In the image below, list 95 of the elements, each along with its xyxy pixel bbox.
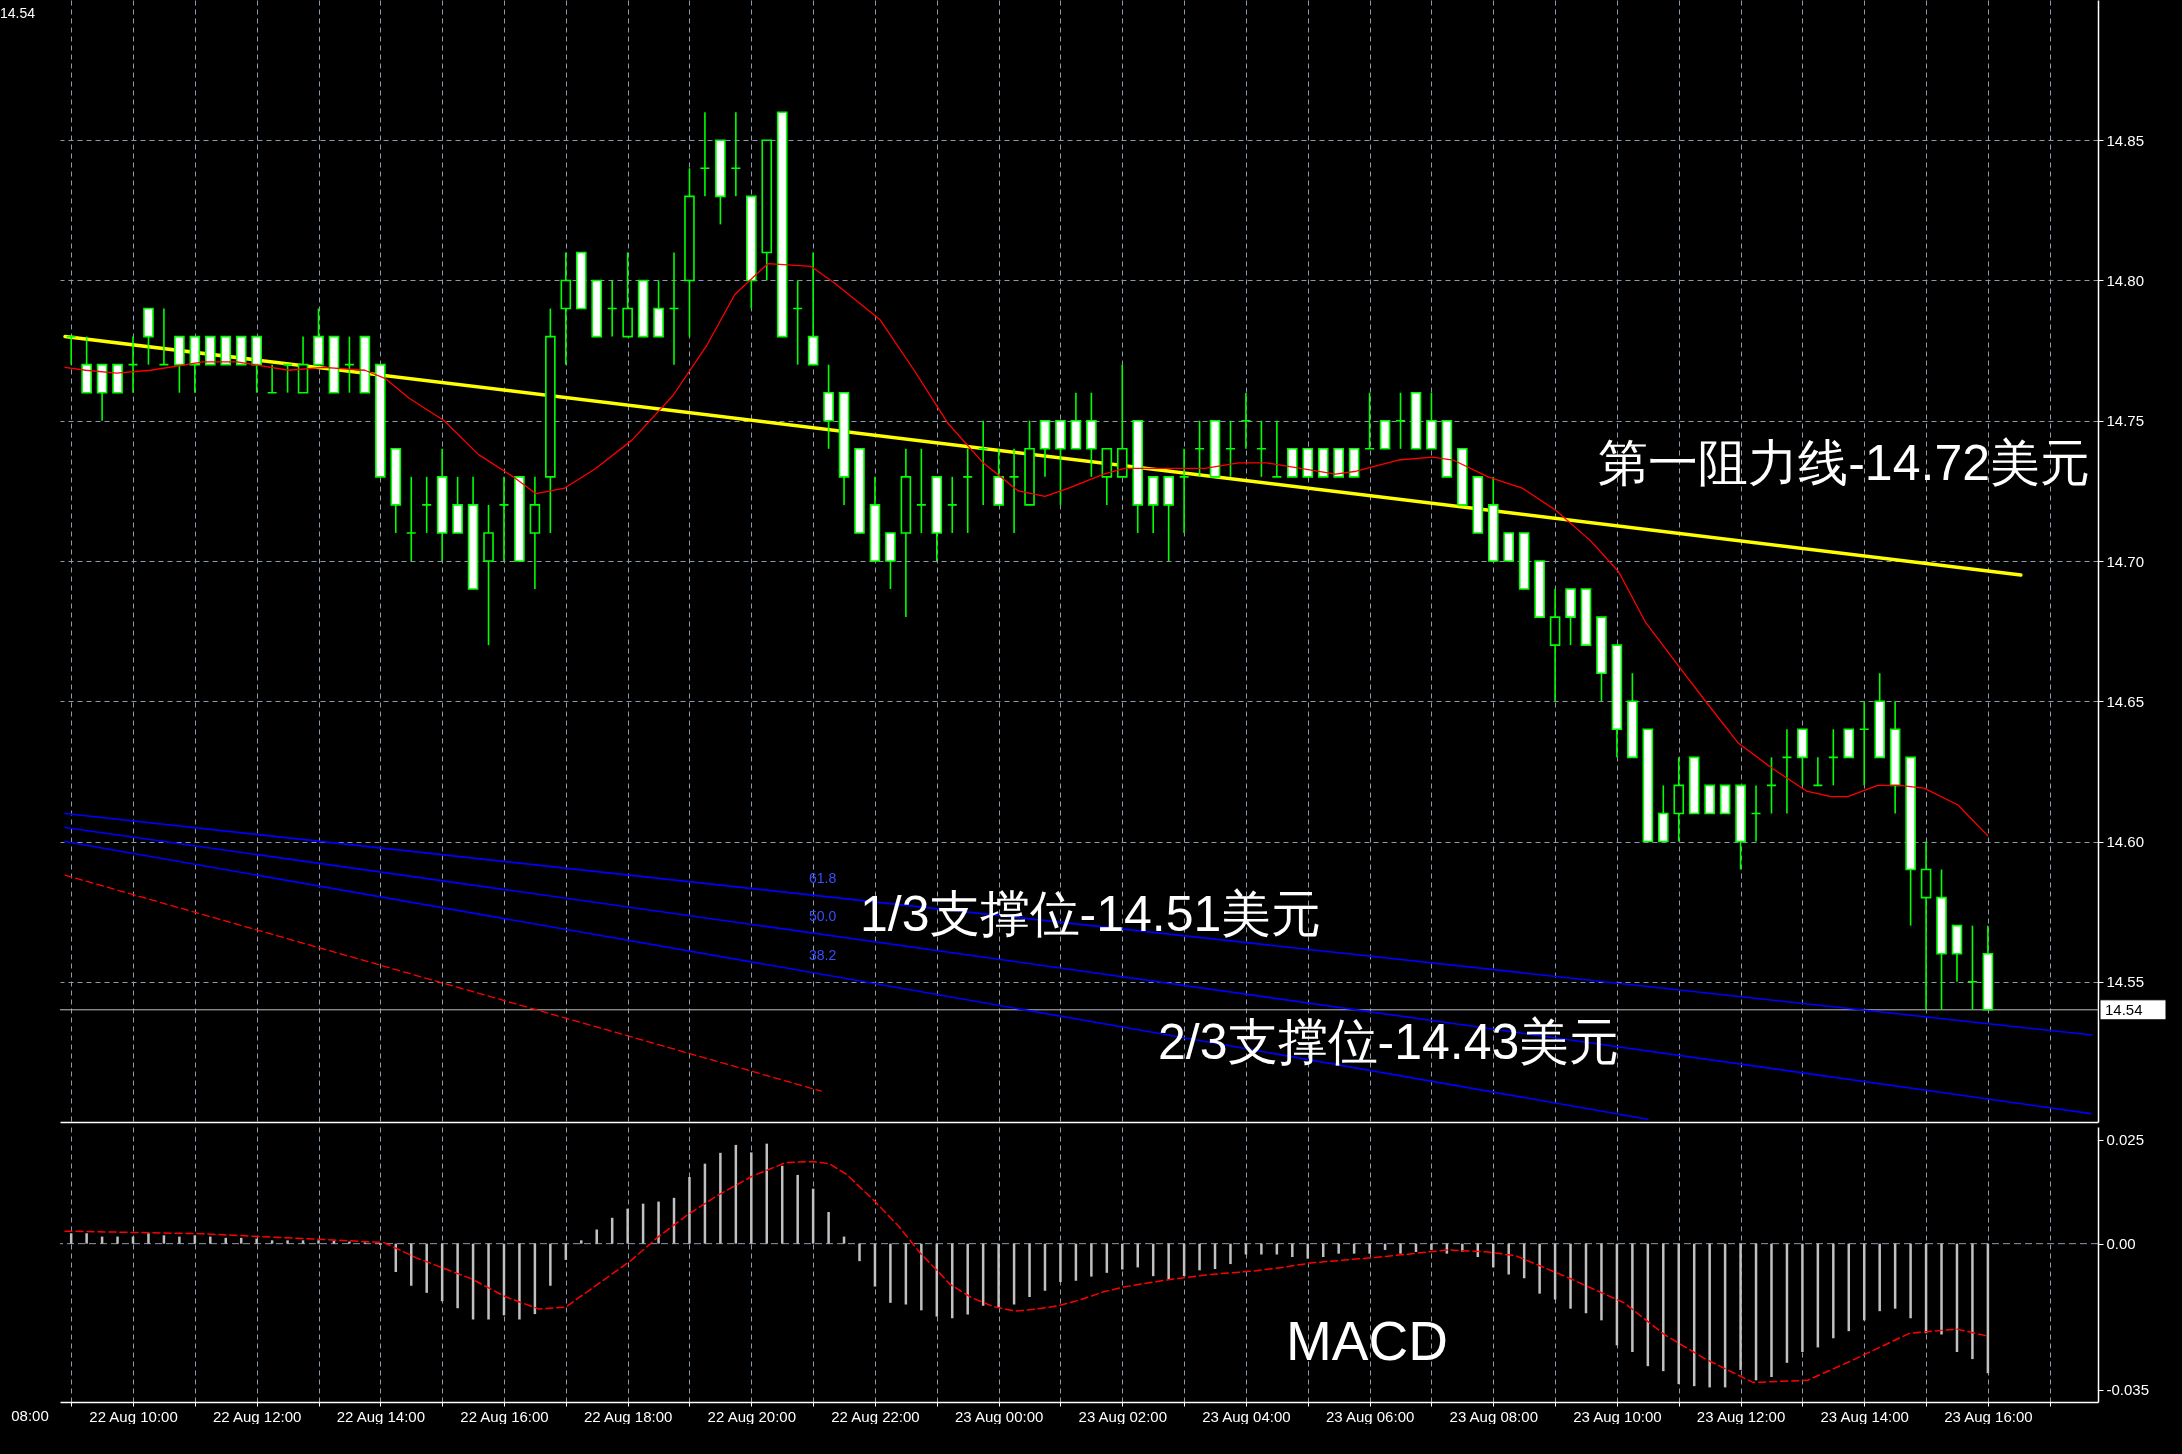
bar	[1770, 1243, 1773, 1377]
text: 08:00	[11, 1407, 49, 1424]
bar	[456, 1243, 459, 1309]
y-tick-label: 14.60	[2106, 833, 2145, 850]
bar	[1059, 1243, 1062, 1282]
bar	[951, 1243, 954, 1319]
bar	[116, 1236, 119, 1244]
y-tick-label: 14.65	[2106, 692, 2145, 710]
y-tick-label: 14.85	[2106, 131, 2145, 149]
bar	[1121, 1243, 1124, 1270]
ref-line-label: 14.54	[2105, 1000, 2143, 1018]
bar	[1028, 1243, 1031, 1297]
bar	[1940, 1243, 1943, 1335]
bar	[1569, 1243, 1572, 1309]
x-tick-label: 23 Aug 02:00	[1078, 1407, 1167, 1425]
bar	[997, 1243, 1000, 1308]
y-tick-label: 0.00	[2106, 1235, 2136, 1253]
bar	[1631, 1243, 1634, 1352]
y-tick-label: 14.70	[2106, 552, 2145, 570]
bar	[966, 1243, 969, 1315]
bar	[1260, 1243, 1263, 1255]
bar	[317, 1240, 320, 1244]
x-tick-label: 22 Aug 12:00	[212, 1407, 302, 1425]
bar	[920, 1243, 923, 1311]
annotation: MACD	[1286, 1310, 1448, 1372]
y-tick-label: -0.035	[2106, 1381, 2150, 1398]
bar	[1538, 1243, 1541, 1294]
bar	[1198, 1243, 1201, 1271]
bar	[1600, 1243, 1603, 1321]
bar	[626, 1208, 629, 1244]
x-tick-label: 22 Aug 18:00	[583, 1407, 673, 1425]
bar	[719, 1152, 722, 1244]
x-tick-label: 23 Aug 14:00	[1820, 1407, 1909, 1425]
bar	[178, 1236, 181, 1244]
bar	[1739, 1243, 1742, 1370]
bar	[147, 1233, 150, 1244]
text: 14.54	[0, 5, 36, 21]
bar	[1368, 1243, 1371, 1254]
bar	[688, 1177, 691, 1244]
bar	[209, 1236, 212, 1244]
annotation: 第一阻力线-14.72美元	[1598, 435, 2090, 491]
bar	[1167, 1243, 1170, 1280]
x-tick-label: 22 Aug 16:00	[460, 1407, 549, 1425]
bar	[1878, 1243, 1881, 1312]
x-tick-label: 22 Aug 14:00	[336, 1407, 426, 1425]
bar	[1430, 1243, 1433, 1250]
x-tick-label: 22 Aug 10:00	[89, 1407, 178, 1425]
bar	[657, 1201, 660, 1244]
bar	[889, 1243, 892, 1303]
bar	[425, 1243, 428, 1293]
bar	[518, 1243, 521, 1320]
x-tick-label: 22 Aug 20:00	[707, 1407, 797, 1425]
bar	[1136, 1243, 1139, 1268]
bar	[286, 1240, 289, 1244]
bar	[549, 1243, 552, 1286]
annotation: 61.8	[809, 870, 837, 886]
bar	[1801, 1243, 1804, 1352]
annotation: 38.2	[809, 947, 837, 963]
bar	[1677, 1243, 1680, 1385]
bar	[1090, 1243, 1093, 1277]
bar	[1507, 1243, 1510, 1275]
bar	[1399, 1243, 1402, 1254]
bar	[1291, 1243, 1294, 1257]
bar	[750, 1152, 753, 1244]
bar	[827, 1212, 830, 1244]
bar	[301, 1240, 305, 1244]
bar	[270, 1240, 274, 1244]
bar	[1971, 1243, 1974, 1360]
y-tick-label: 0.025	[2106, 1131, 2145, 1148]
x-tick-label: 23 Aug 06:00	[1325, 1407, 1415, 1425]
bar	[1337, 1243, 1340, 1254]
x-tick-label: 23 Aug 04:00	[1202, 1407, 1291, 1425]
bar	[858, 1243, 861, 1262]
x-tick-label: 23 Aug 08:00	[1449, 1407, 1538, 1425]
bar	[1229, 1243, 1232, 1265]
bar	[1832, 1243, 1835, 1339]
x-tick-label: 23 Aug 00:00	[954, 1407, 1044, 1425]
y-tick-label: 14.55	[2106, 973, 2145, 991]
bar	[255, 1238, 258, 1244]
bar	[580, 1240, 583, 1244]
bar	[796, 1174, 799, 1244]
bar	[487, 1243, 490, 1320]
bar	[595, 1229, 598, 1244]
bar	[1909, 1243, 1912, 1319]
bar	[1492, 1243, 1495, 1268]
y-tick-label: 14.80	[2106, 272, 2145, 289]
x-tick-label: 23 Aug 10:00	[1573, 1407, 1662, 1425]
x-tick-label: 23 Aug 16:00	[1944, 1407, 2033, 1425]
x-tick-label: 23 Aug 12:00	[1696, 1407, 1786, 1425]
bar	[85, 1233, 88, 1244]
bar	[1708, 1243, 1711, 1388]
bar	[1662, 1243, 1665, 1372]
x-tick-label: 22 Aug 22:00	[831, 1407, 920, 1425]
y-tick-label: 14.75	[2106, 412, 2145, 430]
annotation: 50.0	[809, 908, 837, 924]
